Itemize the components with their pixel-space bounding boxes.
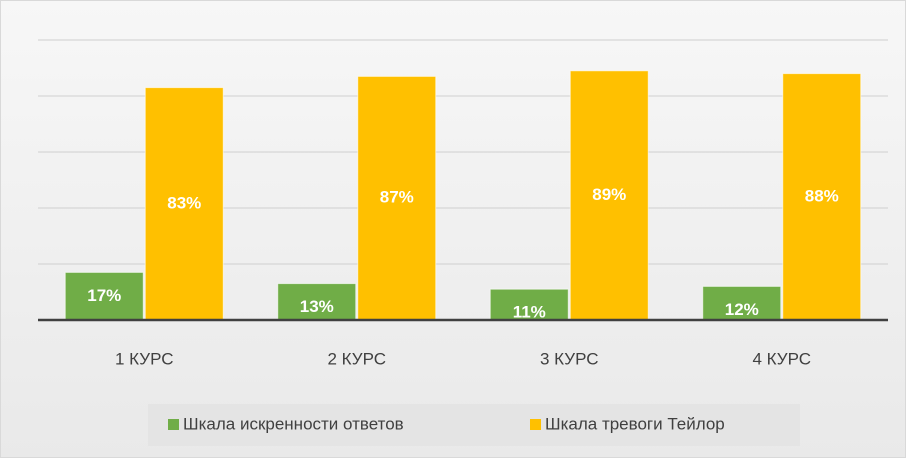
legend-label: Шкала тревоги Тейлор	[545, 414, 725, 433]
data-label: 11%	[513, 303, 546, 322]
bar	[64, 271, 144, 321]
data-label: 83%	[167, 193, 201, 212]
data-label: 89%	[592, 185, 626, 204]
bar	[782, 73, 862, 321]
x-tick-label: 2 КУРС	[328, 349, 387, 368]
data-label: 87%	[380, 188, 414, 207]
legend-swatch	[168, 419, 179, 430]
x-tick-label: 4 КУРС	[753, 349, 812, 368]
data-label: 17%	[87, 286, 121, 305]
x-tick-label: 3 КУРС	[540, 349, 599, 368]
data-label: 12%	[725, 300, 759, 319]
data-label: 13%	[300, 297, 334, 316]
bar	[569, 70, 649, 321]
x-tick-label: 1 КУРС	[115, 349, 174, 368]
legend-label: Шкала искренности ответов	[183, 414, 404, 433]
legend-box	[148, 404, 800, 446]
data-label: 88%	[805, 186, 839, 205]
legend-swatch	[530, 419, 541, 430]
